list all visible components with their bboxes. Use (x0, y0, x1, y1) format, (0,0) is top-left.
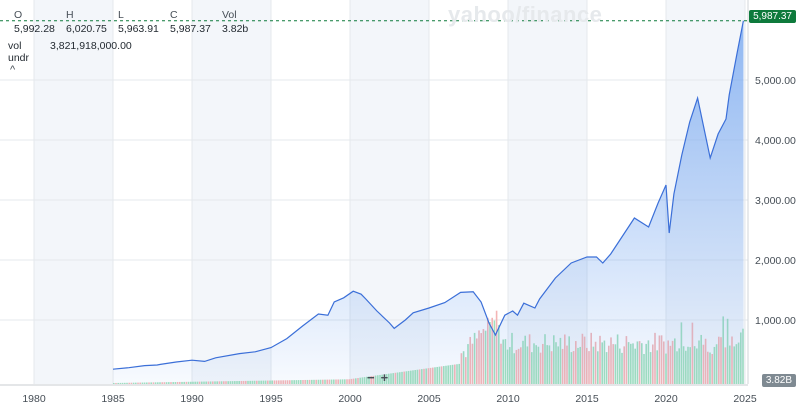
y-tick-label: 4,000.00 (755, 135, 796, 147)
x-tick-label: 1990 (180, 393, 204, 405)
brand-watermark: yahoo/finance (448, 2, 603, 27)
price-series (112, 20, 744, 385)
x-tick-label: 1985 (101, 393, 125, 405)
indicator-info: vol 3,821,918,000.00 undr (8, 40, 132, 64)
last-price-tag: 5,987.37 (749, 10, 796, 23)
ohlc-close: C 5,987.37 (170, 9, 211, 35)
price-line (112, 20, 744, 370)
year-band (192, 0, 271, 384)
y-tick-label: 2,000.00 (755, 255, 796, 267)
x-tick-label: 2010 (496, 393, 520, 405)
undr-key: undr (8, 52, 30, 64)
x-tick-label: 2000 (338, 393, 362, 405)
x-tick-label: 2005 (417, 393, 441, 405)
collapse-chevron-up-icon[interactable]: ^ (10, 64, 16, 76)
vol-value: 3,821,918,000.00 (50, 40, 132, 52)
x-tick-label: 2015 (575, 393, 599, 405)
zoom-controls: − + (367, 370, 388, 385)
ohlc-high: H 6,020.75 (66, 9, 107, 35)
x-tick-label: 1995 (259, 393, 283, 405)
ohlc-open: O 5,992.28 (14, 9, 55, 35)
y-tick-label: 3,000.00 (755, 195, 796, 207)
zoom-in-button[interactable]: + (380, 370, 389, 385)
zoom-out-button[interactable]: − (367, 370, 375, 385)
y-tick-label: 5,000.00 (755, 75, 796, 87)
y-axis-ticks: 1,000.00 2,000.00 3,000.00 4,000.00 5,000.00 (755, 75, 796, 327)
ohlc-volume: Vol 3.82b (222, 9, 249, 35)
x-tick-label: 1980 (22, 393, 46, 405)
volume-tag: 3.82B (761, 374, 796, 387)
ohlc-readout: O 5,992.28 H 6,020.75 L 5,963.91 C 5,987… (14, 8, 274, 36)
price-area (113, 20, 744, 385)
ohlc-low: L 5,963.91 (118, 9, 159, 35)
x-axis-ticks: 1980 1985 1990 1995 2000 2005 2010 2015 2020 2025 (22, 393, 757, 405)
y-tick-label: 1,000.00 (755, 315, 796, 327)
vol-key: vol (8, 40, 22, 52)
x-tick-label: 2020 (654, 393, 678, 405)
x-tick-label: 2025 (733, 393, 757, 405)
